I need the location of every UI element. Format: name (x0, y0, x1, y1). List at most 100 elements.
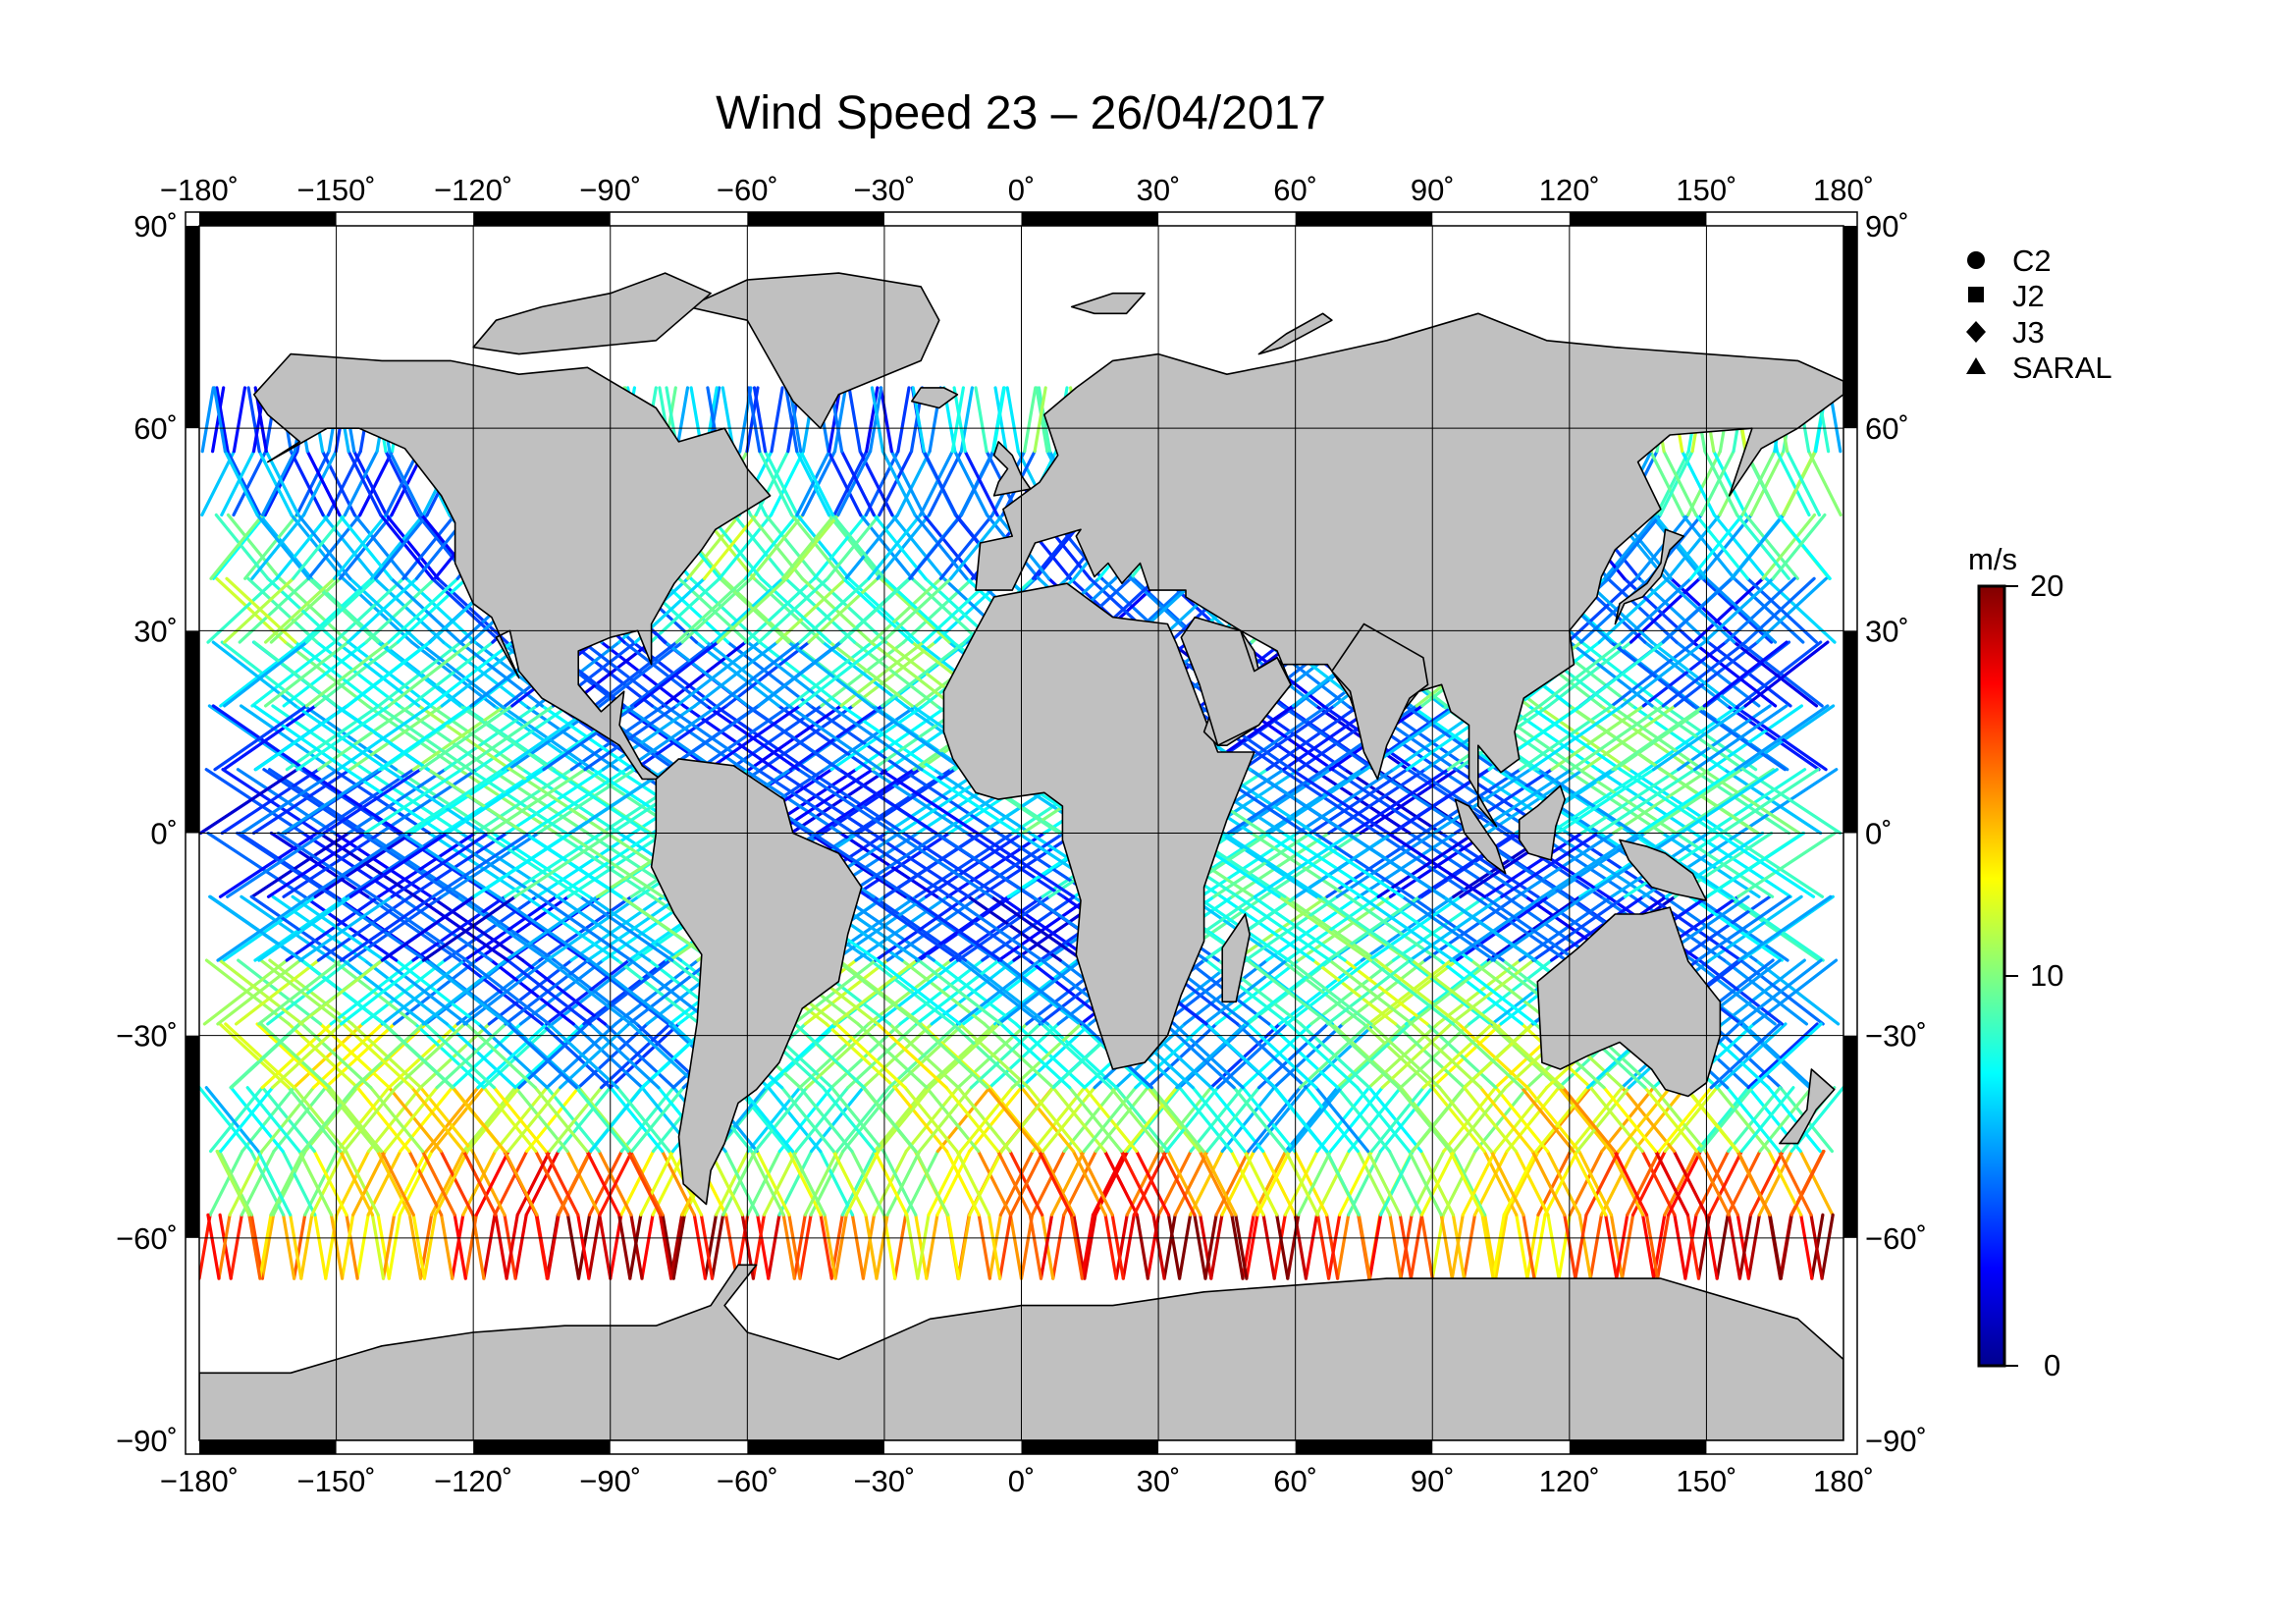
square-icon (1968, 287, 1984, 302)
frame-segment-top (1569, 212, 1707, 226)
track-segment (639, 1149, 675, 1217)
track-segment (798, 576, 871, 644)
track-segment (1661, 640, 1747, 708)
track-segment (346, 640, 432, 708)
track-segment (1561, 1086, 1617, 1154)
track-segment (1688, 894, 1784, 962)
track-segment (264, 576, 337, 644)
track-segment (1246, 1022, 1318, 1090)
track-segment (1249, 768, 1349, 836)
track-segment (313, 831, 414, 898)
track-segment (1039, 1213, 1054, 1280)
track-segment (883, 831, 984, 898)
track-segment (846, 1022, 919, 1090)
track-segment (583, 704, 678, 772)
track-segment (1685, 1213, 1701, 1280)
track-segment (236, 831, 336, 898)
track-segment (1033, 386, 1047, 454)
track-segment (1051, 1086, 1107, 1154)
track-segment (433, 1149, 469, 1217)
track-segment (546, 1213, 561, 1280)
track-segment (352, 450, 389, 517)
track-segment (351, 1149, 387, 1217)
track-segment (1726, 1086, 1782, 1154)
track-segment (1335, 831, 1436, 898)
track-segment (250, 831, 350, 898)
track-segment (453, 1213, 467, 1280)
track-segment (401, 513, 456, 580)
track-segment (1743, 513, 1799, 580)
track-segment (380, 1149, 415, 1217)
track-segment (1707, 1149, 1743, 1217)
land-japan (1614, 528, 1684, 625)
land-arabia (1180, 616, 1292, 747)
track-segment (1094, 1086, 1149, 1154)
track-segment (275, 513, 331, 580)
track-segment (1027, 1086, 1083, 1154)
track-segment (1564, 768, 1665, 836)
track-segment (369, 1086, 425, 1154)
track-segment (291, 894, 387, 962)
track-segment (328, 1086, 384, 1154)
track-segment (293, 1213, 307, 1280)
track-segment (1241, 704, 1336, 772)
track-segment (461, 1149, 498, 1217)
track-segment (807, 831, 907, 898)
track-segment (355, 1022, 428, 1090)
track-segment (1343, 958, 1429, 1026)
track-segment (218, 1149, 253, 1217)
track-segment (864, 1213, 879, 1280)
track-segment (370, 513, 425, 580)
track-segment (885, 1149, 922, 1217)
track-segment (213, 704, 308, 772)
lon-tick-top-9: 90˚ (1411, 173, 1455, 207)
track-segment (1162, 1213, 1177, 1280)
track-segment (333, 513, 388, 580)
track-segment (1799, 1213, 1814, 1280)
track-segment (1702, 640, 1789, 708)
track-segment (1409, 1213, 1424, 1280)
track-segment (877, 1086, 933, 1154)
track-segment (1219, 894, 1315, 962)
track-segment (650, 704, 746, 772)
track-segment (1378, 1086, 1434, 1154)
track-segment (1577, 1213, 1592, 1280)
track-segment (548, 1086, 604, 1154)
track-segment (1692, 831, 1792, 898)
legend-label-j2: J2 (2012, 279, 2045, 313)
track-segment (1706, 768, 1807, 836)
track-segment (370, 1213, 386, 1280)
track-segment (301, 831, 401, 898)
track-segment (1378, 1149, 1415, 1217)
track-segment (266, 831, 367, 898)
track-segment (1209, 1086, 1265, 1154)
track-segment (861, 1022, 934, 1090)
lat-tick-left-1: 60˚ (133, 411, 178, 446)
track-segment (1640, 1149, 1677, 1217)
track-segment (257, 958, 344, 1026)
lon-tick-top-1: −150˚ (297, 173, 376, 207)
track-segment (1546, 1213, 1561, 1280)
track-segment (440, 1213, 454, 1280)
track-segment (746, 640, 832, 708)
track-segment (1694, 1149, 1731, 1217)
track-segment (373, 894, 468, 962)
track-segment (217, 1213, 232, 1280)
track-segment (865, 386, 880, 454)
track-segment (1121, 1213, 1136, 1280)
track-segment (805, 1022, 878, 1090)
track-segment (1365, 1149, 1402, 1217)
track-segment (207, 704, 303, 772)
track-segment (282, 1213, 296, 1280)
track-segment (922, 513, 978, 580)
track-segment (1083, 1213, 1097, 1280)
track-segment (795, 513, 851, 580)
track-segment (517, 1022, 590, 1090)
lon-tick-bottom-10: 120˚ (1539, 1464, 1600, 1498)
frame-segment-left (186, 226, 199, 429)
track-segment (903, 894, 999, 962)
track-segment (496, 894, 592, 962)
track-segment (1777, 1149, 1813, 1217)
track-segment (324, 1086, 380, 1154)
track-segment (1252, 894, 1347, 962)
